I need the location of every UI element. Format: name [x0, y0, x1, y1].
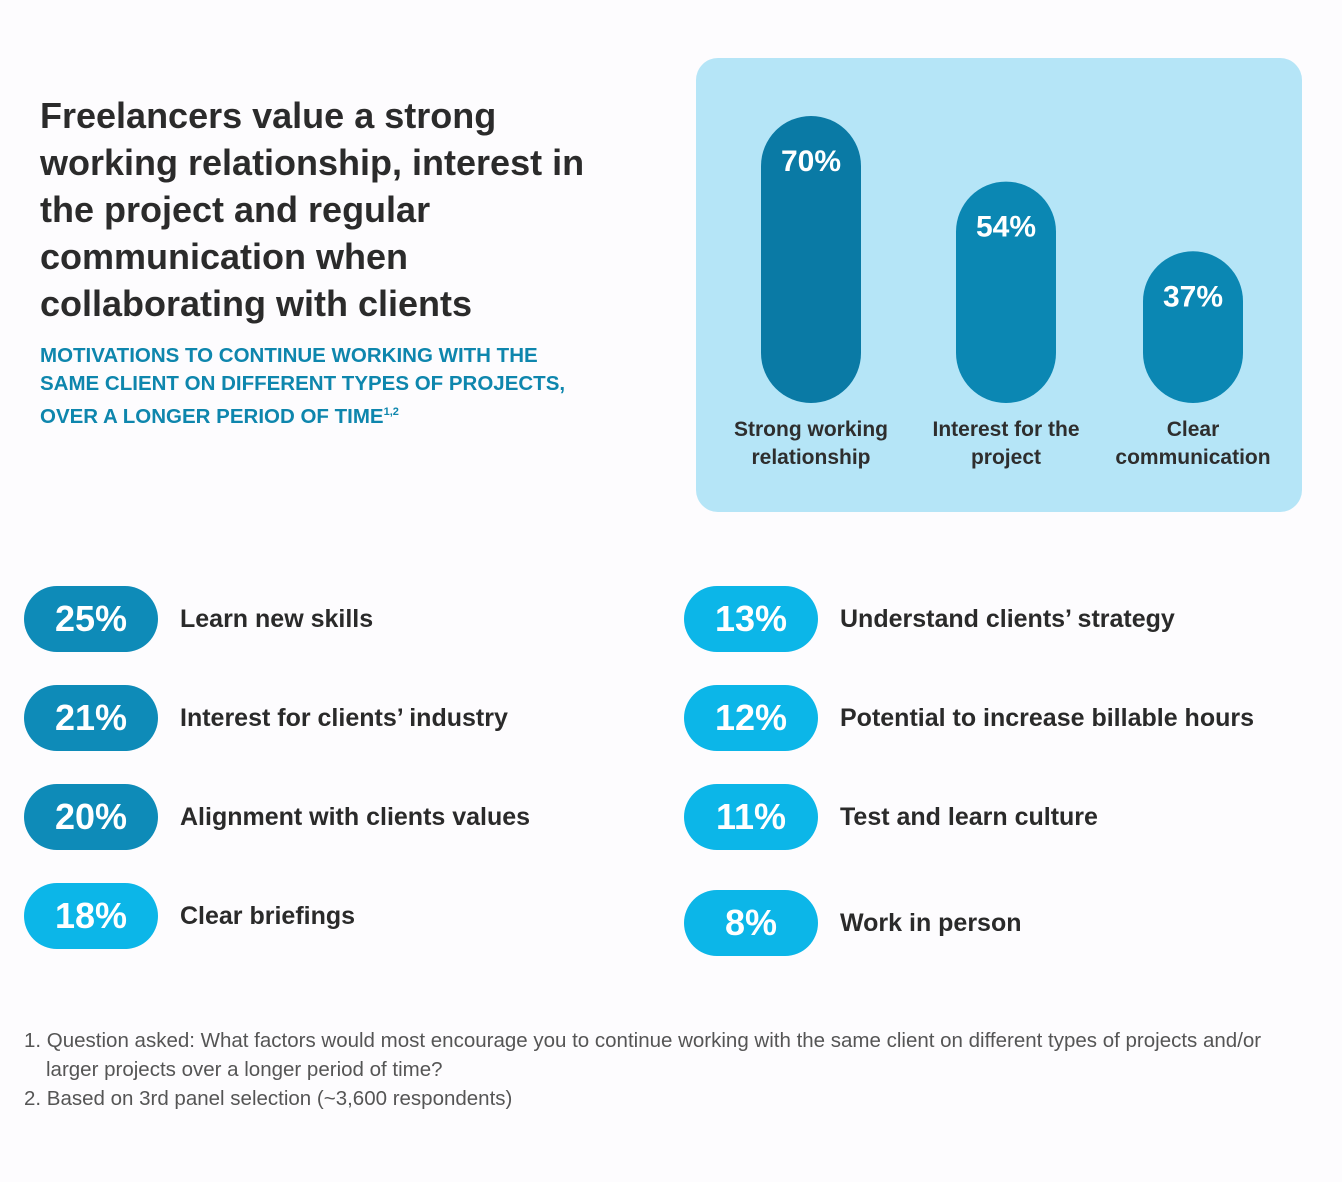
list-item-label: Learn new skills	[180, 604, 374, 633]
bar-label-0: Strong working relationship	[734, 418, 888, 469]
footnote-2: 2. Based on 3rd panel selection (~3,600 …	[24, 1087, 513, 1110]
list-item-label: Work in person	[840, 908, 1022, 937]
percent-pill: 20%	[24, 784, 158, 850]
list-item-label: Clear briefings	[180, 901, 356, 930]
bar-label-2: Clear communication	[1115, 418, 1271, 469]
list-item-label: Understand clients’ strategy	[840, 604, 1175, 633]
percent-pill: 12%	[684, 685, 818, 751]
bar-value-label-2: 37%	[1163, 280, 1223, 313]
chart-subtitle: MOTIVATIONS TO CONTINUE WORKING WITH THE…	[40, 342, 600, 431]
bar-value-label-0: 70%	[781, 145, 841, 178]
percent-pill: 18%	[24, 883, 158, 949]
list-item: 25% Learn new skills	[24, 586, 373, 652]
bar-2	[1143, 251, 1243, 403]
percent-pill: 8%	[684, 890, 818, 956]
list-item: 20% Alignment with clients values	[24, 784, 530, 850]
bar-0	[761, 116, 861, 403]
list-item: 13% Understand clients’ strategy	[684, 586, 1175, 652]
list-item-label: Alignment with clients values	[180, 802, 531, 831]
list-item-label: Potential to increase billable hours	[840, 703, 1254, 732]
list-item: 8% Work in person	[684, 890, 1022, 956]
bar-chart-panel: 70% 54% 37% Strong working relationship In…	[696, 58, 1302, 512]
subtitle-footnote-ref: 1,2	[383, 406, 399, 418]
list-item: 18% Clear briefings	[24, 883, 355, 949]
percent-pill: 13%	[684, 586, 818, 652]
list-item: 21% Interest for clients’ industry	[24, 685, 508, 751]
percent-pill: 25%	[24, 586, 158, 652]
list-item: 12% Potential to increase billable hours	[684, 685, 1254, 751]
footnotes: 1. Question asked: What factors would mo…	[24, 1026, 1304, 1113]
page-title: Freelancers value a strong working relat…	[40, 95, 585, 324]
percent-pill: 21%	[24, 685, 158, 751]
list-item-label: Interest for clients’ industry	[180, 703, 508, 732]
bar-1	[956, 181, 1056, 403]
footnote-1: 1. Question asked: What factors would mo…	[24, 1029, 1262, 1081]
subtitle-text: MOTIVATIONS TO CONTINUE WORKING WITH THE…	[40, 344, 566, 428]
list-item-label: Test and learn culture	[840, 802, 1098, 831]
percent-pill: 11%	[684, 784, 818, 850]
bar-chart: 70% 54% 37%	[761, 116, 1243, 403]
bar-label-1: Interest for the project	[932, 418, 1080, 469]
bar-value-label-1: 54%	[976, 211, 1036, 244]
list-item: 11% Test and learn culture	[684, 784, 1098, 850]
